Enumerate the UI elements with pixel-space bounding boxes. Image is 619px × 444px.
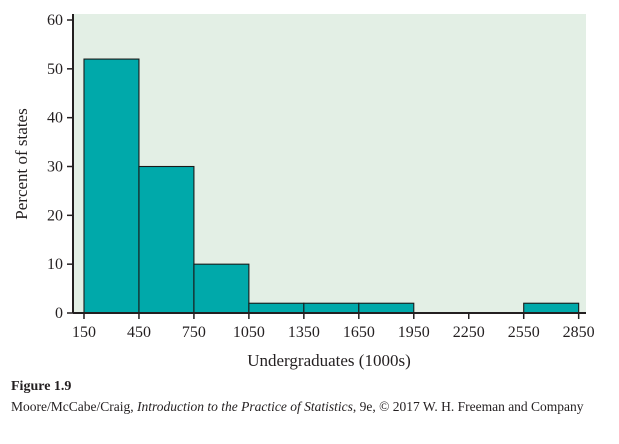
histogram-bar [523, 302, 580, 314]
x-axis-label: Undergraduates (1000s) [247, 351, 411, 370]
figure-label: Figure 1.9 [11, 379, 72, 394]
x-tick-label: 450 [127, 324, 151, 341]
y-tick-label: 60 [47, 12, 63, 29]
x-tick-label: 1050 [233, 324, 265, 341]
y-tick-label: 30 [47, 159, 63, 176]
y-tick-label: 0 [55, 305, 63, 322]
y-axis-label: Percent of states [12, 108, 31, 219]
histogram-bar [358, 302, 415, 314]
histogram-bar [138, 165, 195, 314]
x-tick-label: 1950 [398, 324, 430, 341]
y-ticks-group: 0 10 20 30 40 50 60 [47, 12, 73, 322]
x-tick-label: 2550 [508, 324, 540, 341]
figure-credit: Moore/McCabe/Craig, Introduction to the … [11, 398, 611, 416]
histogram-bar [83, 58, 140, 314]
x-ticks-group: 150 450 750 1050 1350 1650 1950 2250 2550 2850 [72, 313, 595, 341]
y-tick-label: 40 [47, 110, 63, 127]
x-tick-label: 150 [72, 324, 96, 341]
x-tick-label: 1650 [343, 324, 375, 341]
y-tick-label: 20 [47, 207, 63, 224]
x-tick-label: 750 [182, 324, 206, 341]
histogram-bar [193, 263, 250, 314]
y-tick-label: 50 [47, 61, 63, 78]
y-tick-label: 10 [47, 256, 63, 273]
x-tick-label: 2850 [563, 324, 595, 341]
x-tick-label: 2250 [453, 324, 485, 341]
histogram-bar [303, 302, 360, 314]
histogram-bar [248, 302, 305, 314]
credit-book-title: Introduction to the Practice of Statisti… [136, 399, 353, 414]
x-tick-label: 1350 [288, 324, 320, 341]
credit-authors: Moore/McCabe/Craig, [11, 399, 137, 414]
histogram-chart: 150 450 750 1050 1350 1650 1950 2250 2550 2850 01… [12, 12, 595, 370]
bars-group [83, 58, 580, 314]
credit-edition: , 9e, © 2017 W. H. Freeman and Company [352, 399, 584, 414]
